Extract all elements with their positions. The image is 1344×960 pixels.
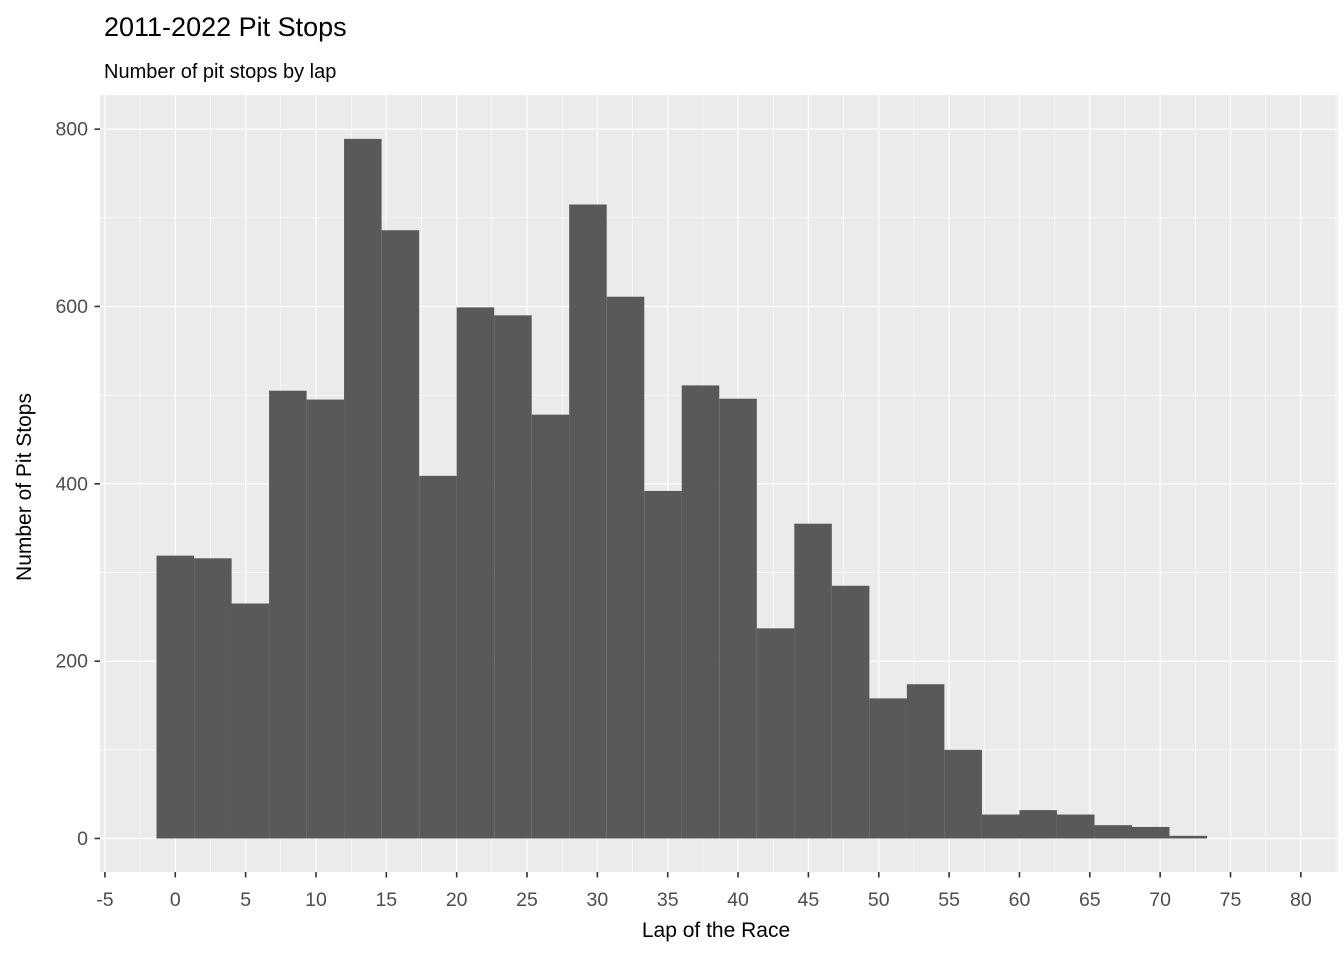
x-tick-label: 0: [170, 889, 181, 911]
histogram-bar: [756, 628, 795, 839]
histogram-bar: [719, 398, 757, 839]
histogram-bar: [1131, 826, 1170, 839]
x-axis-title: Lap of the Race: [641, 919, 791, 942]
x-tick-label: 35: [657, 889, 679, 911]
histogram-bar: [531, 414, 570, 839]
histogram-bar: [419, 475, 457, 839]
histogram-bar: [231, 603, 270, 839]
x-tick-label: 10: [305, 889, 327, 911]
histogram-bar: [569, 204, 607, 839]
y-tick-label: 400: [55, 473, 88, 495]
histogram-bar: [269, 390, 307, 839]
histogram-bar: [306, 399, 345, 839]
x-tick-label: 60: [1009, 889, 1031, 911]
x-tick-label: 55: [938, 889, 960, 911]
x-tick-label: -5: [96, 889, 113, 911]
chart-title: 2011-2022 Pit Stops: [104, 12, 347, 42]
x-tick-label: 15: [375, 889, 397, 911]
histogram-bar: [156, 555, 195, 839]
y-axis-title: Number of Pit Stops: [13, 393, 36, 581]
x-tick-label: 65: [1079, 889, 1101, 911]
x-tick-label: 70: [1149, 889, 1171, 911]
y-tick-label: 0: [77, 828, 88, 850]
x-tick-label: 30: [587, 889, 609, 911]
x-tick-label: 25: [516, 889, 538, 911]
histogram-bar: [944, 749, 982, 839]
y-tick-label: 600: [55, 296, 88, 318]
x-tick-label: 75: [1220, 889, 1242, 911]
chart-subtitle: Number of pit stops by lap: [104, 61, 337, 83]
x-tick-label: 45: [798, 889, 820, 911]
histogram-bar: [981, 814, 1020, 839]
x-tick-label: 80: [1290, 889, 1312, 911]
histogram-bar: [794, 523, 832, 839]
histogram-bar: [1169, 835, 1208, 839]
histogram-bar: [869, 698, 907, 839]
x-tick-label: 5: [240, 889, 251, 911]
histogram-bar: [494, 315, 532, 839]
x-tick-label: 20: [446, 889, 468, 911]
histogram-bar: [906, 684, 945, 839]
histogram-bar: [381, 230, 420, 839]
x-tick-label: 50: [868, 889, 890, 911]
histogram-bar: [344, 138, 382, 839]
histogram-bar: [1019, 810, 1057, 839]
histogram-bar: [194, 558, 232, 839]
histogram-bar: [1056, 814, 1095, 839]
histogram-bar: [831, 585, 870, 839]
histogram-bar: [1094, 825, 1133, 839]
y-tick-label: 200: [55, 651, 88, 673]
histogram-bar: [606, 296, 645, 839]
histogram-bar: [456, 307, 495, 839]
histogram-bar: [681, 385, 720, 839]
histogram-bar: [644, 490, 682, 839]
y-tick-label: 800: [55, 119, 88, 141]
x-tick-label: 40: [727, 889, 749, 911]
